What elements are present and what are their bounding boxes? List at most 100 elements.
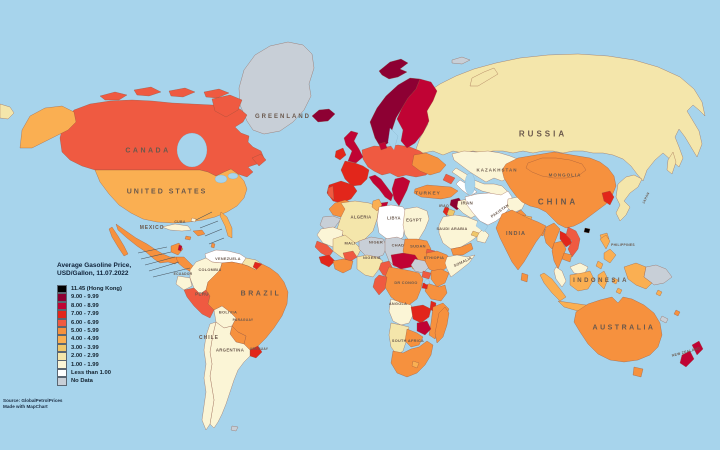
indonesia-moluccas-1 <box>611 277 619 285</box>
legend-item: No Data <box>57 377 131 386</box>
region-caucasus <box>442 173 456 185</box>
country-saudi-arabia <box>438 214 484 250</box>
legend-swatch <box>57 368 67 378</box>
country-niger <box>358 236 388 260</box>
leader-line <box>137 246 168 254</box>
region-congo-gabon <box>372 274 388 296</box>
legend-item-label: Less than 1.00 <box>71 369 111 376</box>
legend-item: 5.00 - 5.99 <box>57 326 131 336</box>
hispaniola <box>192 229 206 237</box>
region-guinea <box>318 254 336 268</box>
legend-item-label: 9.00 - 9.99 <box>71 294 99 301</box>
country-iceland <box>311 108 336 123</box>
legend-swatch <box>57 326 67 336</box>
indonesia-sulawesi <box>597 270 609 290</box>
country-chile <box>201 321 217 431</box>
country-france <box>340 160 370 187</box>
canada-baffin-island <box>211 94 243 118</box>
country-japan <box>615 174 643 222</box>
new-zealand-north-island <box>691 340 704 356</box>
new-caledonia <box>659 315 669 324</box>
leader-line <box>152 267 191 278</box>
bahamas <box>190 217 197 223</box>
country-denmark <box>378 141 388 151</box>
country-iran <box>464 190 513 226</box>
country-russia-novaya-zemlya <box>469 67 499 87</box>
legend-swatch <box>57 301 67 311</box>
region-east-europe <box>411 152 447 176</box>
hudson-bay <box>176 132 208 168</box>
country-south-africa <box>390 340 434 378</box>
canada-arctic-island-1 <box>99 91 128 101</box>
leader-line <box>199 220 219 229</box>
legend-swatch <box>57 360 67 369</box>
leader-line <box>195 211 213 221</box>
country-kenya <box>430 268 450 288</box>
legend-rows: 11.45 (Hong Kong) 9.00 - 9.99 8.00 - 8.9… <box>57 284 131 386</box>
new-zealand-south-island <box>679 350 695 368</box>
legend-item-label: 11.45 (Hong Kong) <box>71 286 122 292</box>
legend: Average Gasoline Price, USD/Gallon, 11.0… <box>57 262 131 386</box>
country-malaysia-peninsula <box>553 266 567 288</box>
falkland-islands <box>230 425 239 432</box>
persian-gulf <box>475 219 489 233</box>
country-burkina-faso <box>342 250 358 262</box>
country-belize <box>177 244 183 252</box>
indonesia-borneo <box>569 270 595 292</box>
country-botswana <box>404 328 424 348</box>
country-italy <box>368 174 394 202</box>
indonesia-sumatra <box>539 272 567 302</box>
country-zambia <box>410 304 432 324</box>
svalbard <box>378 58 409 80</box>
country-egypt <box>402 206 430 244</box>
country-russia-chukotka <box>0 103 15 120</box>
legend-item: 11.45 (Hong Kong) <box>57 284 131 294</box>
country-ireland <box>334 147 347 161</box>
legend-item-label: No Data <box>71 378 93 385</box>
baltic-sea <box>387 127 399 151</box>
leader-line <box>148 261 180 272</box>
source-line2: Made with MapChart <box>3 404 48 409</box>
canada-newfoundland <box>251 153 267 167</box>
region-central-europe <box>361 144 433 178</box>
legend-item: 7.00 - 7.99 <box>57 310 131 319</box>
legend-swatch <box>57 318 67 328</box>
leader-line <box>208 237 225 245</box>
country-australia <box>573 296 663 363</box>
country-madagascar <box>434 306 450 344</box>
country-tanzania <box>424 282 448 302</box>
legend-item: 8.00 - 8.99 <box>57 301 131 311</box>
country-usa <box>94 168 248 224</box>
great-lakes-east <box>227 172 239 180</box>
country-libya <box>376 204 408 244</box>
fiji <box>673 309 681 317</box>
country-lesotho <box>411 360 420 369</box>
leader-line <box>204 228 223 237</box>
legend-item: 1.00 - 1.99 <box>57 360 131 369</box>
solomon-islands <box>655 289 663 297</box>
jamaica <box>184 235 192 241</box>
philippines-visayas <box>603 248 617 264</box>
country-ethiopia <box>424 250 452 274</box>
country-angola <box>388 298 414 326</box>
country-zimbabwe <box>416 320 432 336</box>
caspian-sea <box>464 172 476 196</box>
country-mongolia <box>525 157 587 179</box>
country-malaysia-borneo <box>569 262 589 276</box>
country-yemen <box>450 242 474 256</box>
usa-alaska <box>19 105 77 149</box>
canada-arctic-island-2 <box>133 86 162 97</box>
country-namibia <box>388 322 410 356</box>
legend-swatch <box>57 310 67 319</box>
legend-item-label: 4.00 - 4.99 <box>71 336 99 343</box>
lake-victoria <box>424 279 430 285</box>
great-lakes-west <box>214 174 228 184</box>
country-cambodia <box>561 252 573 263</box>
legend-swatch <box>57 293 67 302</box>
country-sri-lanka <box>520 272 529 283</box>
legend-swatch <box>57 377 67 386</box>
country-papua-new-guinea <box>643 264 673 286</box>
country-vietnam <box>565 226 581 258</box>
